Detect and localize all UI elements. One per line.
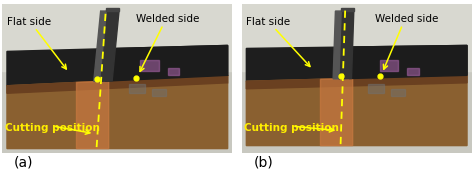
Polygon shape bbox=[246, 45, 467, 81]
Text: Flat side: Flat side bbox=[246, 17, 291, 27]
Polygon shape bbox=[333, 11, 341, 79]
Text: Cutting position: Cutting position bbox=[244, 123, 339, 133]
Polygon shape bbox=[320, 78, 353, 146]
Polygon shape bbox=[349, 45, 467, 78]
Polygon shape bbox=[94, 11, 106, 81]
Text: (b): (b) bbox=[254, 155, 273, 169]
Text: Flat side: Flat side bbox=[7, 17, 51, 27]
Text: Welded side: Welded side bbox=[375, 14, 438, 23]
Bar bbox=[129, 84, 145, 93]
Polygon shape bbox=[76, 81, 109, 149]
Polygon shape bbox=[106, 8, 119, 11]
Polygon shape bbox=[339, 11, 354, 79]
Text: Cutting position: Cutting position bbox=[5, 123, 100, 133]
Bar bbox=[380, 60, 398, 71]
Polygon shape bbox=[100, 11, 119, 81]
Bar bbox=[168, 68, 179, 75]
Polygon shape bbox=[7, 75, 228, 149]
Bar bbox=[407, 68, 419, 75]
Polygon shape bbox=[341, 8, 354, 11]
Bar bbox=[391, 89, 405, 96]
Polygon shape bbox=[246, 75, 467, 146]
Bar bbox=[140, 60, 159, 71]
Polygon shape bbox=[246, 75, 467, 89]
Bar bbox=[152, 89, 165, 96]
Text: Welded side: Welded side bbox=[136, 14, 199, 23]
Bar bbox=[242, 4, 472, 71]
Polygon shape bbox=[105, 45, 228, 81]
Polygon shape bbox=[7, 75, 228, 93]
Text: (a): (a) bbox=[14, 155, 34, 169]
Bar bbox=[2, 4, 232, 71]
Bar bbox=[368, 84, 384, 93]
Polygon shape bbox=[7, 45, 228, 86]
